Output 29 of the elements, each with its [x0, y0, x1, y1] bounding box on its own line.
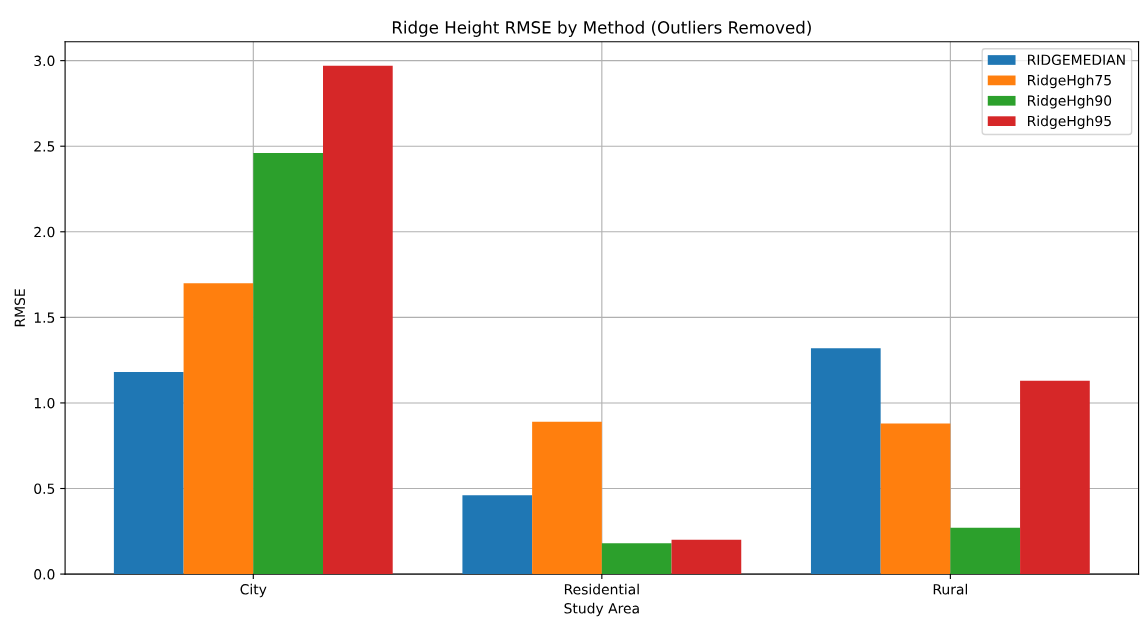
legend-label: RidgeHgh95 — [1028, 115, 1111, 129]
bar — [323, 65, 393, 575]
chart-title: Ridge Height RMSE by Method (Outliers Removed) — [392, 20, 811, 37]
y-tick-label: 0.0 — [34, 569, 55, 580]
bar — [462, 495, 533, 575]
x-tick-label: Residential — [564, 583, 639, 595]
bar — [950, 527, 1021, 575]
x-tick-label: Rural — [933, 583, 968, 595]
bar — [880, 423, 951, 575]
x-axis-title: Study Area — [564, 602, 639, 617]
y-tick-label: 2.5 — [34, 141, 55, 152]
y-tick-label: 3.0 — [34, 55, 55, 67]
y-axis-title: RMSE — [14, 289, 26, 327]
x-tick-label: City — [240, 583, 267, 598]
bar — [601, 543, 672, 575]
bar — [183, 283, 254, 575]
bar — [253, 153, 324, 575]
y-tick-label: 1.0 — [34, 397, 55, 409]
legend-label: RIDGEMEDIAN — [1028, 54, 1125, 66]
bar — [113, 372, 184, 575]
bar — [810, 348, 881, 575]
y-tick-label: 2.0 — [34, 226, 55, 238]
bar — [532, 421, 602, 575]
legend-label: RidgeHgh75 — [1028, 74, 1111, 89]
legend-label: RidgeHgh90 — [1028, 95, 1112, 109]
y-tick-label: 1.5 — [34, 312, 55, 323]
bar — [671, 539, 742, 575]
bar — [1020, 380, 1090, 575]
y-tick-label: 0.5 — [34, 483, 55, 494]
